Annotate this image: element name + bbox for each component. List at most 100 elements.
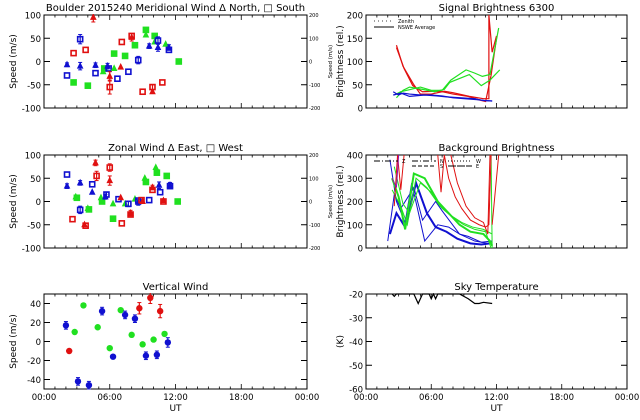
y-tick-label: -100 — [22, 245, 41, 255]
data-point-triangle — [76, 62, 84, 69]
data-point — [98, 307, 106, 315]
data-point — [121, 311, 129, 319]
data-point-square — [125, 200, 132, 208]
data-point — [161, 330, 168, 338]
plot-area — [387, 154, 500, 249]
data-point — [94, 324, 101, 331]
y-tick-label: -50 — [27, 81, 41, 91]
plot-frame — [365, 293, 628, 390]
data-point-square — [159, 79, 166, 86]
data-point-square — [160, 198, 167, 205]
x-tick-label: 06:00 — [98, 393, 123, 403]
data-point-square — [73, 194, 81, 202]
data-point-square — [92, 69, 99, 77]
data-point-square — [118, 38, 126, 46]
y-tick-label: 50 — [352, 81, 363, 91]
y-axis-label: Brightness (rel.) — [336, 25, 346, 97]
right-y-tick-label: -100 — [309, 223, 320, 229]
chart-title: Signal Brightness 6300 — [439, 3, 555, 14]
right-y-tick-label: 0 — [309, 60, 312, 66]
data-point-square — [85, 206, 93, 213]
data-point-square — [84, 82, 92, 89]
series-line-green-2 — [391, 177, 493, 235]
y-tick-label: 200 — [347, 198, 363, 208]
data-point-square — [174, 198, 181, 205]
y-axis-label: Speed (m/s) — [9, 314, 19, 369]
series-line-sky — [391, 293, 493, 305]
data-point-square — [154, 37, 162, 44]
data-point-square — [149, 186, 156, 194]
chart-title: Vertical Wind — [143, 282, 209, 293]
data-point-square — [142, 178, 150, 186]
data-point-triangle — [117, 193, 125, 201]
chart-background: Background Brightness 400 300 200 100 0 Bright… — [336, 143, 628, 255]
y-tick-label: -60 — [349, 386, 363, 396]
series-line-red-2 — [395, 38, 498, 103]
y-tick-label: 50 — [30, 35, 41, 45]
x-tick-label: 00:00 — [295, 393, 320, 403]
data-point-square — [121, 52, 129, 60]
y-tick-label: 0 — [36, 198, 41, 208]
data-point — [142, 352, 150, 359]
data-point-square — [128, 32, 135, 40]
data-point-square — [118, 220, 126, 227]
data-point-triangle — [166, 181, 174, 188]
y-tick-label: 300 — [347, 175, 363, 185]
data-point — [109, 353, 117, 360]
y-tick-label: -50 — [27, 221, 41, 231]
series-line-green-2 — [395, 69, 501, 99]
x-axis-label: UT — [169, 404, 182, 414]
data-point — [153, 351, 161, 358]
data-point — [156, 307, 164, 315]
y-tick-label: -40 — [27, 376, 41, 386]
y-tick-label: -30 — [349, 314, 363, 324]
y-tick-label: -40 — [349, 338, 363, 348]
data-point — [80, 302, 87, 309]
data-point-triangle — [149, 87, 156, 95]
x-tick-label: 06:00 — [419, 393, 444, 403]
legend-label: NSWE Average — [398, 25, 435, 31]
data-point-square — [103, 191, 110, 198]
data-point-square — [63, 171, 71, 178]
data-point-square — [93, 172, 100, 180]
y-axis-label: Speed (m/s) — [9, 174, 19, 229]
series-line-green-1 — [394, 27, 500, 96]
y-axis-label: (K) — [336, 335, 346, 348]
data-point-triangle — [152, 163, 160, 171]
chart-title: Sky Temperature — [454, 282, 538, 293]
y-tick-label: 100 — [25, 12, 41, 22]
right-y-axis-label: Speed (m/s) — [328, 45, 334, 78]
data-point — [131, 315, 139, 322]
data-point — [117, 306, 124, 314]
data-point-square — [63, 72, 71, 79]
data-point-square — [125, 68, 132, 76]
data-point-square — [165, 46, 173, 54]
y-axis-label: Speed (m/s) — [9, 34, 19, 89]
right-y-tick-label: -200 — [309, 106, 320, 112]
series-line-red-1 — [393, 154, 405, 207]
data-point-triangle — [142, 30, 150, 38]
legend: Z NS WE — [374, 159, 481, 170]
series-line-red-4 — [491, 154, 500, 225]
data-point-triangle — [139, 197, 146, 204]
data-point-square — [127, 211, 134, 218]
plot-area — [391, 293, 493, 305]
data-point-square — [166, 182, 174, 190]
y-tick-label: 0 — [358, 105, 363, 115]
plot-area — [392, 14, 501, 103]
y-tick-label: -100 — [22, 105, 41, 115]
data-point — [139, 341, 146, 348]
data-point-triangle — [155, 181, 163, 188]
y-tick-label: 20 — [30, 319, 41, 329]
legend-label: N — [440, 159, 444, 165]
x-tick-label: 00:00 — [354, 393, 379, 403]
right-y-tick-label: 100 — [309, 36, 319, 42]
data-point — [66, 347, 73, 355]
data-point — [128, 331, 135, 339]
chart-title: Zonal Wind Δ East, □ West — [108, 143, 243, 154]
data-point — [136, 305, 143, 312]
x-tick-label: 00:00 — [615, 393, 640, 403]
y-tick-label: -20 — [27, 357, 41, 367]
data-point-square — [110, 50, 118, 57]
